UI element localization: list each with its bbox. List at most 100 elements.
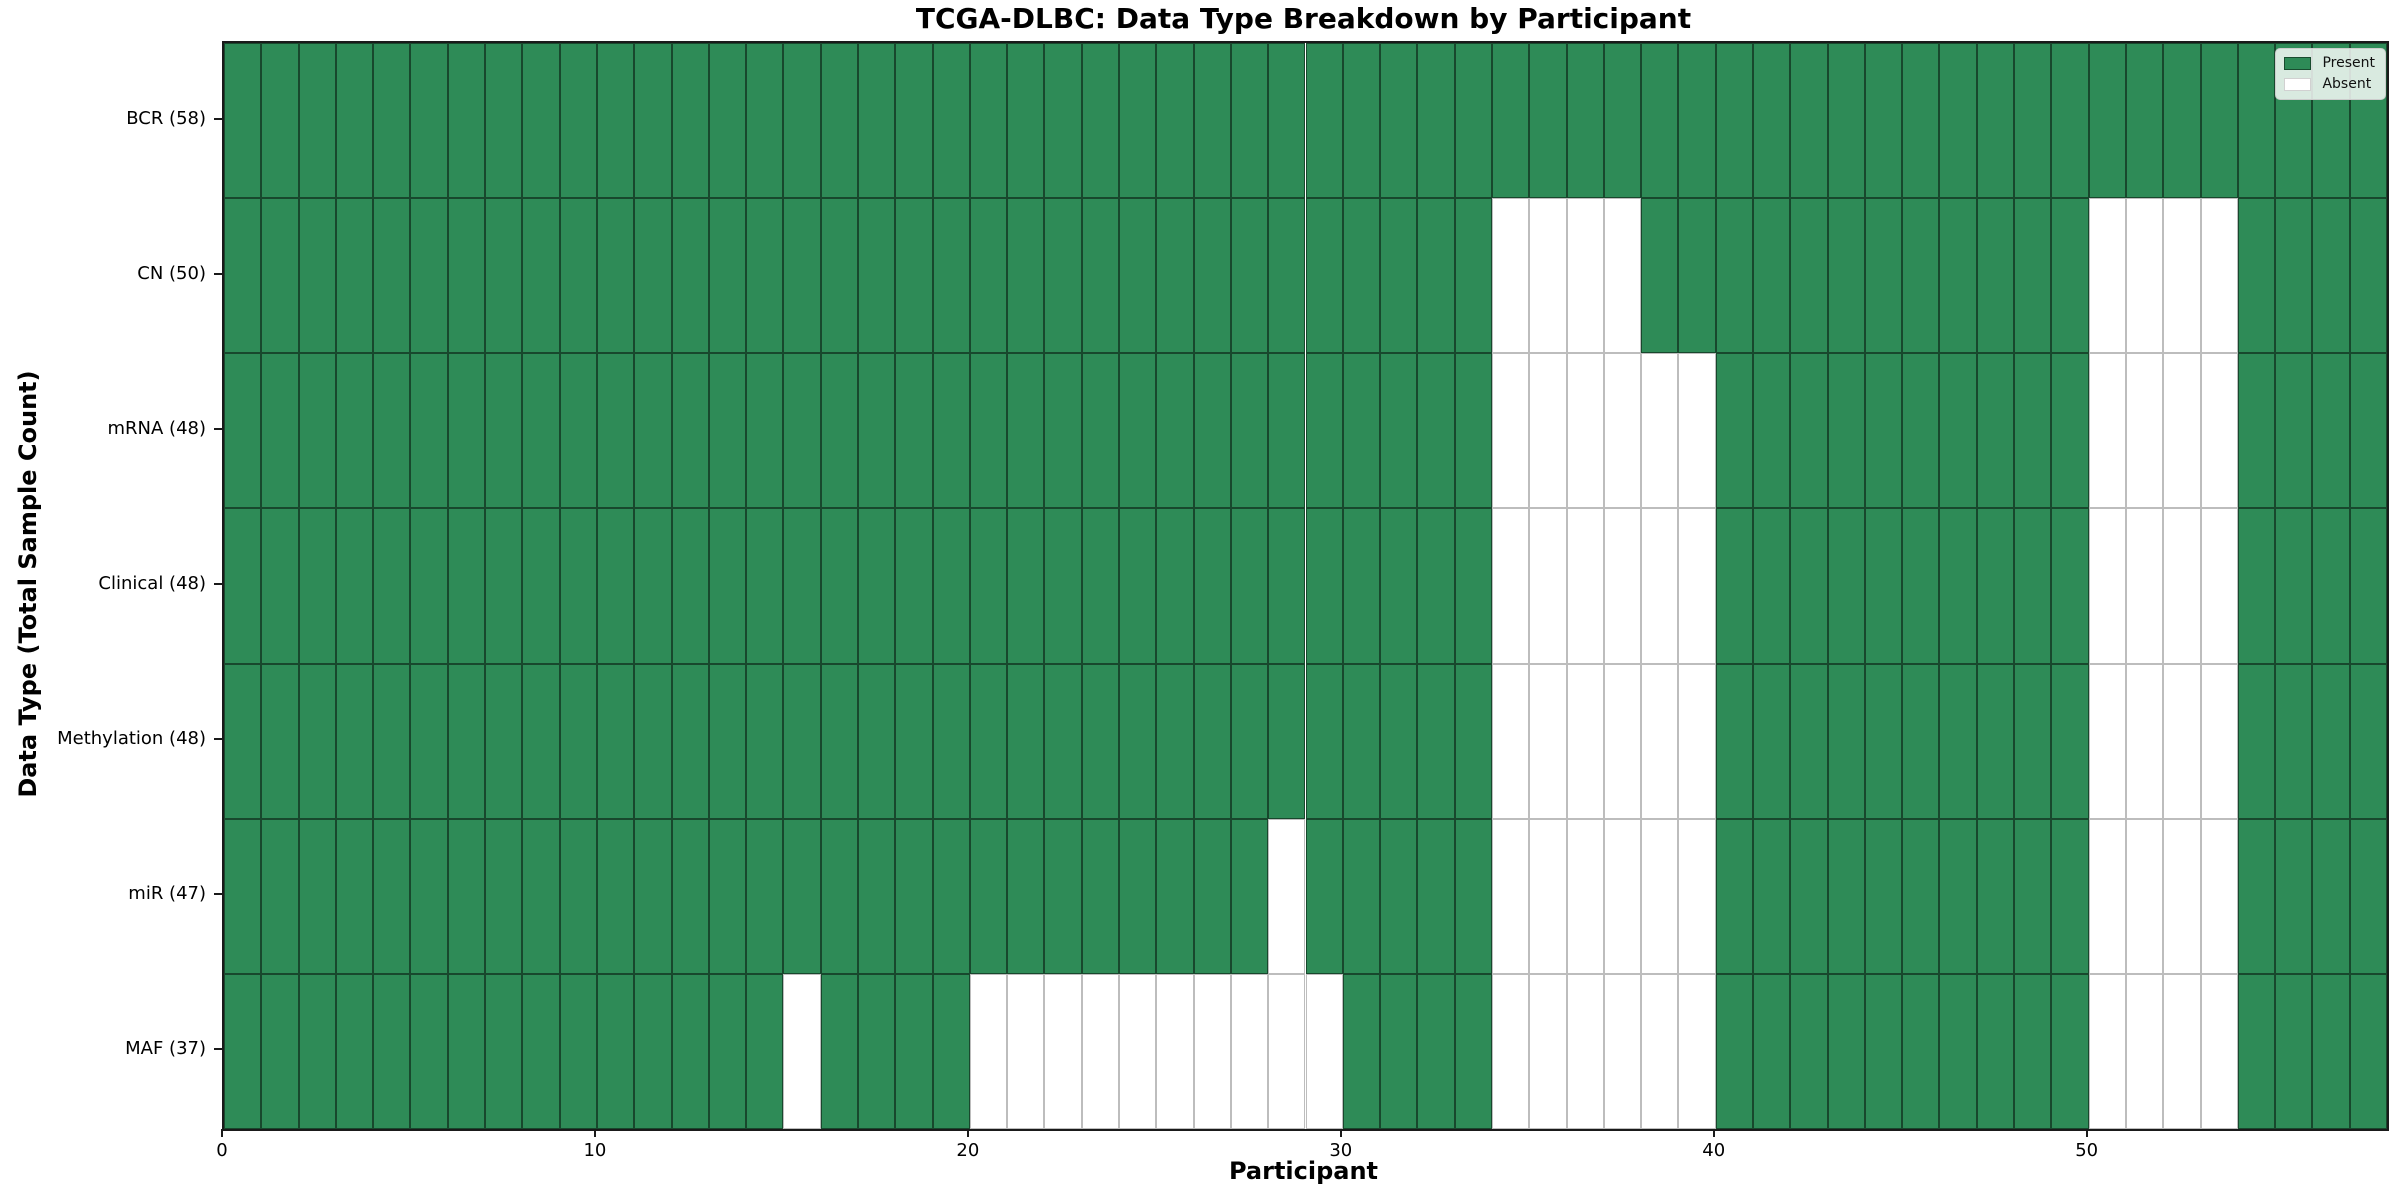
heatmap-cell <box>1715 973 1753 1129</box>
heatmap-cell <box>373 43 411 199</box>
heatmap-cell <box>969 973 1008 1129</box>
heatmap-cell <box>1193 973 1231 1129</box>
heatmap-cell <box>671 353 709 509</box>
heatmap-cell <box>298 43 336 199</box>
heatmap-cell <box>1715 663 1753 819</box>
heatmap-cell <box>1753 43 1791 199</box>
heatmap-cell <box>1529 353 1567 509</box>
heatmap-cell <box>2014 353 2052 509</box>
heatmap-cell <box>2349 663 2387 819</box>
heatmap-cell <box>1715 198 1753 354</box>
heatmap-cell <box>2200 43 2238 199</box>
heatmap-cell <box>335 43 374 199</box>
heatmap-cell <box>1678 663 1716 819</box>
heatmap-cell <box>969 353 1008 509</box>
heatmap-cell <box>634 508 672 664</box>
y-tick-mark <box>214 427 222 430</box>
heatmap-cell <box>1603 818 1642 974</box>
heatmap-cell <box>485 818 523 974</box>
heatmap-cell <box>1827 353 1865 509</box>
x-axis-title: Participant <box>1228 1157 1379 1185</box>
heatmap-cell <box>2163 818 2201 974</box>
heatmap-cell <box>932 198 970 354</box>
heatmap-cell <box>1939 663 1977 819</box>
heatmap-cell <box>1529 198 1567 354</box>
heatmap-cell <box>857 43 896 199</box>
heatmap-cell <box>708 353 747 509</box>
heatmap-cell <box>1081 818 1120 974</box>
heatmap-cell <box>2237 198 2276 354</box>
heatmap-cell <box>2349 353 2387 509</box>
heatmap-cell <box>857 198 896 354</box>
legend-absent-label: Absent <box>2322 76 2372 92</box>
heatmap-cell <box>932 818 970 974</box>
heatmap-cell <box>2125 198 2164 354</box>
legend-entry-present: Present <box>2284 55 2375 72</box>
heatmap-cell <box>1119 353 1157 509</box>
heatmap-cell <box>1491 508 1530 664</box>
heatmap-cell <box>1380 43 1418 199</box>
heatmap-cell <box>2125 818 2164 974</box>
heatmap-cell <box>2349 818 2387 974</box>
heatmap-cell <box>1976 818 2015 974</box>
heatmap-cell <box>596 973 635 1129</box>
heatmap-cell <box>820 353 858 509</box>
heatmap-cell <box>335 663 374 819</box>
heatmap-cell <box>1641 818 1679 974</box>
heatmap-cell <box>857 508 896 664</box>
heatmap-cell <box>2051 663 2089 819</box>
heatmap-cell <box>596 353 635 509</box>
heatmap-cell <box>522 198 560 354</box>
heatmap-cell <box>1939 353 1977 509</box>
heatmap-cell <box>2349 198 2387 354</box>
heatmap-cell <box>373 198 411 354</box>
heatmap-cell <box>969 198 1008 354</box>
heatmap-cell <box>1715 353 1753 509</box>
heatmap-cell <box>708 198 747 354</box>
heatmap-cell <box>1007 663 1045 819</box>
heatmap-cell <box>969 508 1008 664</box>
heatmap-cell <box>1790 198 1828 354</box>
heatmap-cell <box>1156 973 1194 1129</box>
heatmap-cell <box>1566 508 1604 664</box>
heatmap-cell <box>2312 973 2350 1129</box>
heatmap-cell <box>1007 198 1045 354</box>
heatmap-cell <box>1305 508 1343 664</box>
heatmap-cell <box>2051 43 2089 199</box>
heatmap-cell <box>1044 973 1082 1129</box>
heatmap-cell <box>932 973 970 1129</box>
heatmap-cell <box>1417 973 1455 1129</box>
heatmap-cell <box>1790 508 1828 664</box>
heatmap-cell <box>261 663 299 819</box>
heatmap-cell <box>1678 353 1716 509</box>
heatmap-cell <box>1641 973 1679 1129</box>
heatmap-cell <box>634 43 672 199</box>
heatmap-cell <box>1603 43 1642 199</box>
heatmap-cell <box>671 663 709 819</box>
heatmap-cell <box>298 973 336 1129</box>
heatmap-cell <box>447 43 486 199</box>
heatmap-cell <box>1491 973 1530 1129</box>
heatmap-cell <box>1342 663 1381 819</box>
heatmap-cell <box>522 663 560 819</box>
heatmap-cell <box>1454 973 1492 1129</box>
heatmap-cell <box>447 353 486 509</box>
x-tick-mark <box>593 1129 596 1137</box>
heatmap-cell <box>2014 663 2052 819</box>
heatmap-cell <box>410 973 448 1129</box>
y-tick-mark <box>214 893 222 896</box>
plot-area: Present Absent <box>222 41 2389 1131</box>
heatmap-cell <box>2051 198 2089 354</box>
heatmap-cell <box>1380 663 1418 819</box>
heatmap-cell <box>1902 43 1940 199</box>
heatmap-cell <box>522 973 560 1129</box>
heatmap-cell <box>1902 663 1940 819</box>
heatmap-cell <box>1044 353 1082 509</box>
x-tick-label: 0 <box>216 1140 228 1161</box>
heatmap-cell <box>1641 508 1679 664</box>
heatmap-cell <box>261 508 299 664</box>
y-tick-mark <box>214 583 222 585</box>
heatmap-cell <box>485 663 523 819</box>
heatmap-cell <box>1864 818 1903 974</box>
x-tick-label: 20 <box>956 1140 980 1161</box>
